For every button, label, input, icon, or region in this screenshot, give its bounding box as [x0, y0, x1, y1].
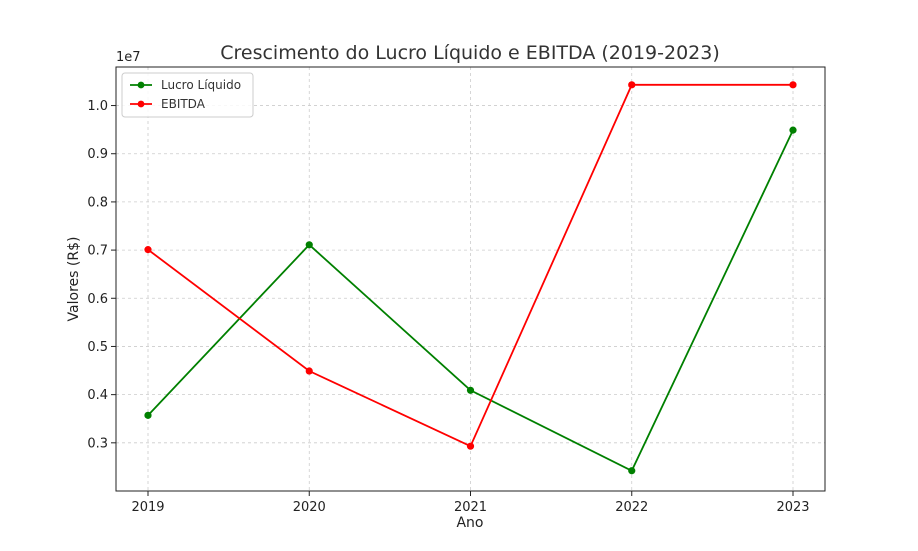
y-tick-label: 0.9 [87, 147, 108, 162]
series-lines [144, 81, 797, 475]
x-tick-label: 2021 [454, 500, 487, 515]
y-tick-label: 0.5 [87, 340, 108, 355]
data-point-lucro-liquido [305, 241, 313, 249]
legend-marker-ebitda [137, 100, 145, 108]
grid-lines [116, 67, 825, 491]
data-point-ebitda [628, 81, 636, 89]
data-point-ebitda [305, 367, 313, 375]
y-tick-label: 0.6 [87, 292, 108, 307]
y-tick-label: 0.7 [87, 244, 108, 259]
data-point-ebitda [789, 81, 797, 89]
y-axis-label: Valores (R$) [66, 237, 82, 322]
data-point-lucro-liquido [466, 386, 475, 394]
data-point-ebitda [144, 246, 152, 254]
data-point-ebitda [466, 442, 475, 450]
legend-box [121, 72, 254, 118]
y-tick-label: 0.3 [87, 436, 108, 451]
data-point-lucro-liquido [144, 411, 152, 419]
y-tick-label: 0.8 [87, 195, 108, 210]
y-offset-label: 1e7 [116, 50, 141, 65]
x-tick-label: 2022 [615, 500, 648, 515]
x-axis: 2019 2020 2021 2022 2023 [131, 491, 810, 515]
x-tick-label: 2023 [776, 500, 809, 515]
legend: Lucro Líquido EBITDA [121, 72, 254, 118]
x-tick-label: 2019 [131, 500, 164, 515]
x-axis-label: Ano [456, 515, 483, 531]
y-axis: 0.3 0.4 0.5 0.6 0.7 0.8 0.9 1.0 [87, 99, 116, 451]
data-point-lucro-liquido [789, 126, 797, 134]
legend-marker-lucro-liquido [137, 81, 145, 89]
data-point-lucro-liquido [628, 467, 636, 475]
y-tick-label: 1.0 [87, 99, 108, 114]
legend-label-lucro-liquido: Lucro Líquido [161, 78, 241, 92]
x-tick-label: 2020 [293, 500, 326, 515]
chart-title: Crescimento do Lucro Líquido e EBITDA (2… [220, 42, 720, 64]
legend-label-ebitda: EBITDA [161, 97, 206, 111]
y-tick-label: 0.4 [87, 388, 108, 403]
